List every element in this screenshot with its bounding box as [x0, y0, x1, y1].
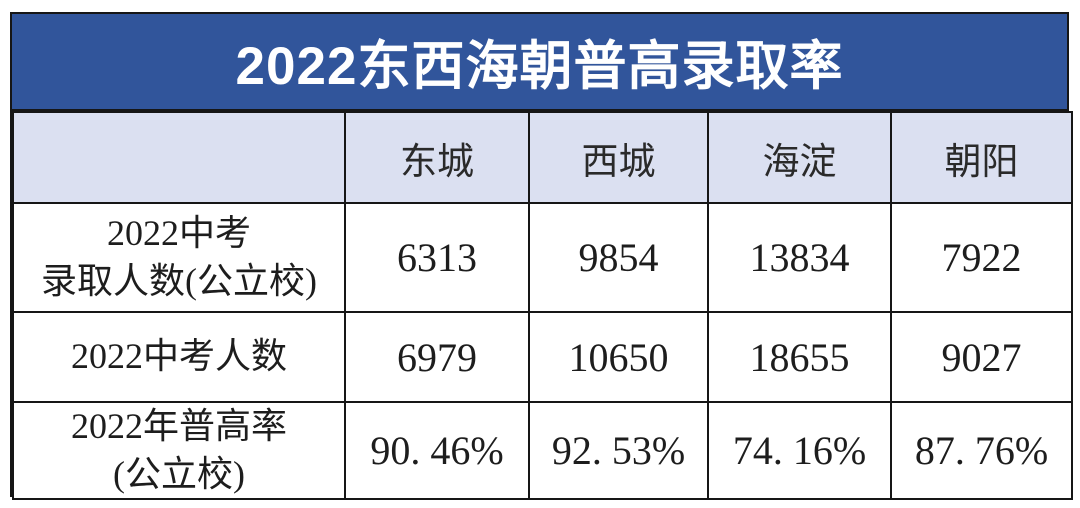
row-label-admitted: 2022中考 录取人数(公立校): [12, 202, 346, 313]
column-header-haidian: 海淀: [707, 111, 892, 204]
header-row: 东城 西城 海淀 朝阳: [12, 111, 1073, 204]
table-cell: 10650: [528, 311, 709, 403]
column-header-xicheng: 西城: [528, 111, 709, 204]
row-label-rate: 2022年普高率 (公立校): [12, 400, 346, 501]
data-table: 东城 西城 海淀 朝阳 2022中考 录取人数(公立校) 6313 9854 1…: [12, 111, 1073, 501]
table-row: 2022年普高率 (公立校) 90. 46% 92. 53% 74. 16% 8…: [12, 400, 1073, 501]
table-cell: 7922: [890, 202, 1073, 313]
table-cell: 18655: [707, 311, 892, 403]
column-header-chaoyang: 朝阳: [890, 111, 1073, 204]
table-cell: 92. 53%: [528, 400, 709, 501]
table-cell: 13834: [707, 202, 892, 313]
column-header-dongcheng: 东城: [344, 111, 530, 204]
table-cell: 6979: [344, 311, 530, 403]
table-frame: 2022东西海朝普高录取率 东城 西城 海淀 朝阳 2022中考 录取人数(公立…: [10, 12, 1073, 501]
table-cell: 87. 76%: [890, 400, 1073, 501]
table-row: 2022中考 录取人数(公立校) 6313 9854 13834 7922: [12, 202, 1073, 313]
table-cell: 74. 16%: [707, 400, 892, 501]
table-cell: 6313: [344, 202, 530, 313]
table-title: 2022东西海朝普高录取率: [12, 14, 1067, 111]
table-cell: 9027: [890, 311, 1073, 403]
table-row: 2022中考人数 6979 10650 18655 9027: [12, 311, 1073, 403]
table-cell: 9854: [528, 202, 709, 313]
row-label-examinees: 2022中考人数: [12, 311, 346, 403]
corner-cell: [12, 111, 346, 204]
table-cell: 90. 46%: [344, 400, 530, 501]
